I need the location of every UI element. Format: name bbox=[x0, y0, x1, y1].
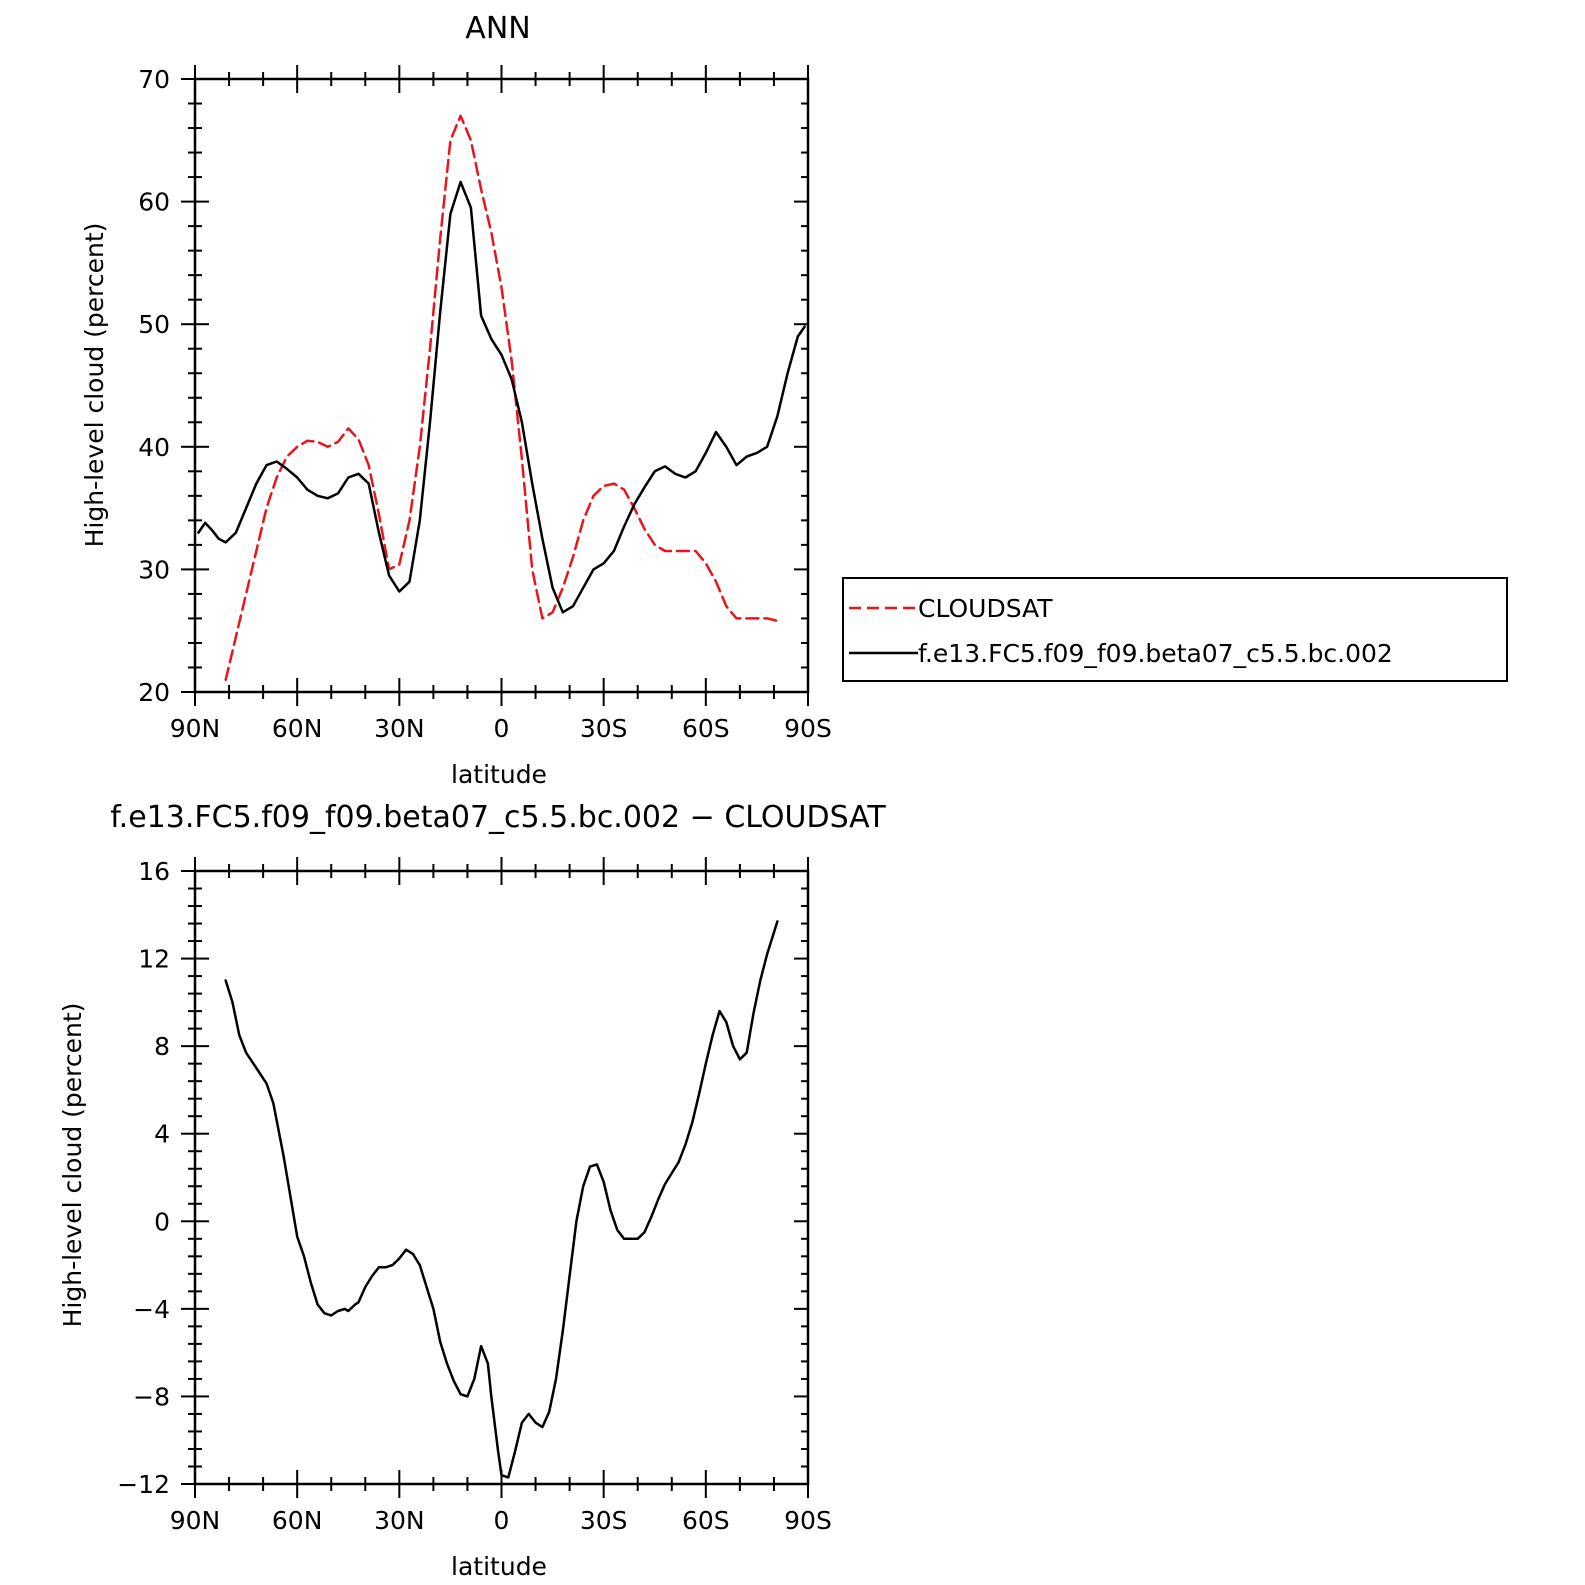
series-line-0 bbox=[224, 920, 779, 1479]
y-tick-label: 70 bbox=[138, 65, 170, 94]
y-tick-label: −8 bbox=[133, 1382, 170, 1411]
axis-ticks bbox=[181, 857, 809, 1498]
x-tick-label: 90S bbox=[784, 714, 832, 743]
x-tick-labels: 90N 60N 30N 0 30S 60S 90S bbox=[170, 1506, 832, 1535]
x-tick-label: 90N bbox=[170, 714, 221, 743]
x-tick-label: 90S bbox=[784, 1506, 832, 1535]
axis-ticks bbox=[181, 65, 809, 706]
y-tick-label: 30 bbox=[138, 555, 170, 584]
x-tick-label: 60S bbox=[682, 1506, 730, 1535]
y-tick-labels: −12 −8 −4 0 4 8 12 16 bbox=[117, 857, 170, 1499]
y-tick-label: 16 bbox=[138, 857, 170, 886]
y-tick-label: 20 bbox=[138, 678, 170, 707]
legend-label-model: f.e13.FC5.f09_f09.beta07_c5.5.bc.002 bbox=[918, 639, 1393, 668]
chart-title: ANN bbox=[465, 11, 530, 46]
x-tick-label: 30N bbox=[374, 714, 425, 743]
series-layer bbox=[224, 920, 779, 1479]
legend-box bbox=[842, 577, 1508, 682]
legend: CLOUDSAT f.e13.FC5.f09_f09.beta07_c5.5.b… bbox=[842, 577, 1508, 682]
y-tick-label: 50 bbox=[138, 310, 170, 339]
series-line-1 bbox=[197, 180, 806, 614]
x-tick-label: 0 bbox=[494, 714, 510, 743]
x-tick-label: 30S bbox=[580, 714, 628, 743]
legend-label-cloudsat: CLOUDSAT bbox=[918, 594, 1053, 623]
y-tick-label: 60 bbox=[138, 188, 170, 217]
top-panel: ANN 20 30 40 50 60 70 90N 60N 30N 0 30S 60S 90S lat… bbox=[80, 11, 1508, 789]
x-axis-label: latitude bbox=[451, 1552, 547, 1581]
x-tick-label: 60N bbox=[272, 1506, 323, 1535]
plot-frame bbox=[193, 77, 810, 694]
series-layer bbox=[197, 114, 806, 681]
y-tick-label: 0 bbox=[154, 1207, 170, 1236]
y-tick-label: 8 bbox=[154, 1032, 170, 1061]
y-tick-label: 40 bbox=[138, 433, 170, 462]
x-tick-label: 30S bbox=[580, 1506, 628, 1535]
x-axis-label: latitude bbox=[451, 760, 547, 789]
series-line-0 bbox=[224, 114, 779, 681]
x-tick-label: 30N bbox=[374, 1506, 425, 1535]
chart-title: f.e13.FC5.f09_f09.beta07_c5.5.bc.002 − C… bbox=[110, 800, 886, 835]
y-tick-label: 12 bbox=[138, 945, 170, 974]
x-tick-label: 60N bbox=[272, 714, 323, 743]
y-axis-label: High-level cloud (percent) bbox=[58, 1003, 87, 1328]
y-tick-label: 4 bbox=[154, 1120, 170, 1149]
x-tick-label: 60S bbox=[682, 714, 730, 743]
plot-frame bbox=[193, 869, 810, 1486]
x-tick-label: 0 bbox=[494, 1506, 510, 1535]
x-tick-label: 90N bbox=[170, 1506, 221, 1535]
x-tick-labels: 90N 60N 30N 0 30S 60S 90S bbox=[170, 714, 832, 743]
y-tick-label: −4 bbox=[133, 1295, 170, 1324]
y-axis-label: High-level cloud (percent) bbox=[80, 223, 109, 548]
y-tick-labels: 20 30 40 50 60 70 bbox=[138, 65, 170, 707]
bottom-panel: f.e13.FC5.f09_f09.beta07_c5.5.bc.002 − C… bbox=[58, 800, 886, 1581]
y-tick-label: −12 bbox=[117, 1470, 170, 1499]
